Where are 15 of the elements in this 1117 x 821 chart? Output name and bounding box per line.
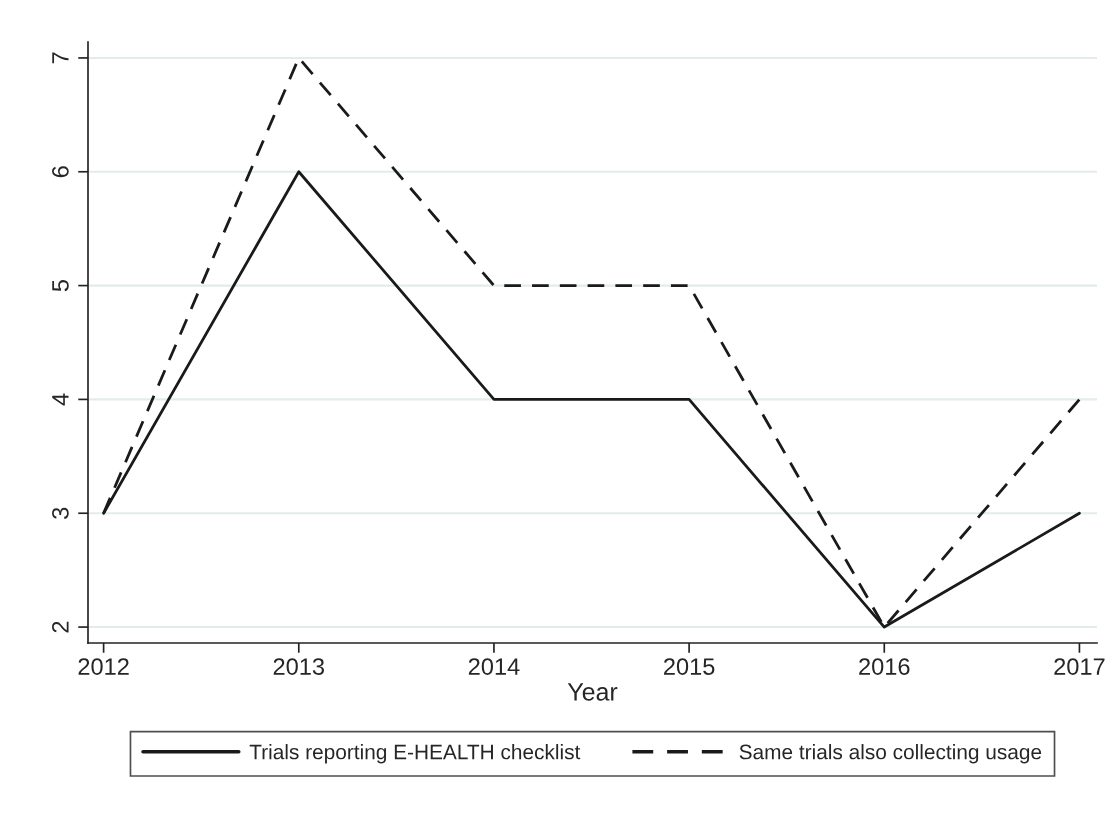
- x-tick-label: 2015: [664, 658, 715, 675]
- x-tick-label: 2013: [273, 658, 325, 675]
- legend-label: Same trials also collecting usage: [739, 744, 1042, 764]
- x-tick-label: 2012: [78, 658, 129, 675]
- y-tick-label: 5: [52, 280, 69, 292]
- x-tick-label: 2017: [1054, 658, 1105, 675]
- y-tick-label: 6: [52, 166, 69, 178]
- y-tick-label: 2: [52, 621, 69, 633]
- y-tick-label: 7: [52, 52, 69, 64]
- x-tick-label: 2016: [859, 658, 910, 675]
- x-axis-title: Year: [567, 683, 618, 701]
- x-tick-label: 2014: [468, 658, 520, 675]
- legend-label: Trials reporting E-HEALTH checklist: [249, 744, 581, 764]
- y-tick-label: 4: [52, 393, 69, 406]
- y-tick-label: 3: [52, 507, 69, 519]
